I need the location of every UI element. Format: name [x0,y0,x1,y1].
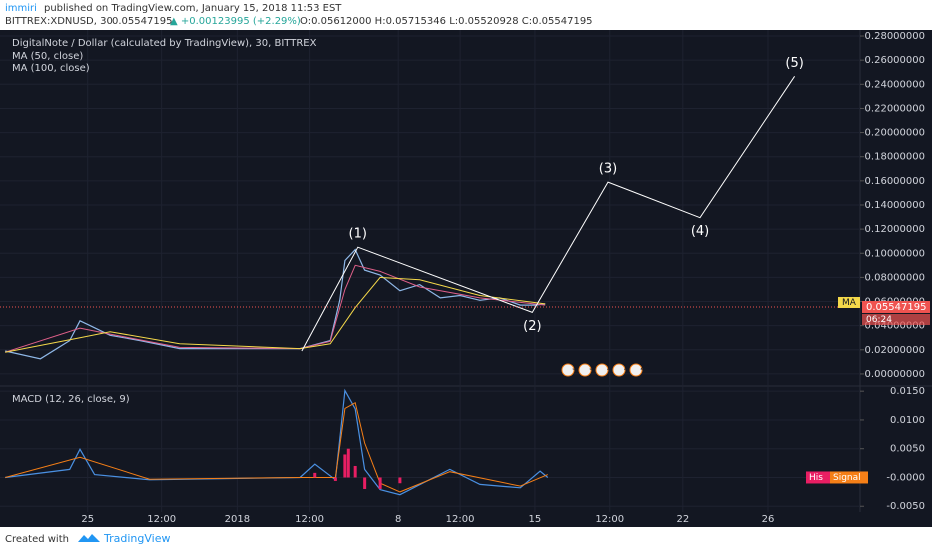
event-badge [595,363,609,377]
price-tag [862,300,930,313]
y-tick-label: 0.08000000 [865,272,925,283]
event-badge [578,363,592,377]
y-tick-label: 0.04000000 [865,321,925,332]
logo [78,534,100,542]
y-tick-label: 0.0100 [890,415,925,426]
event-label[interactable]: 1 [606,363,611,372]
legend-entry: MA (100, close) [12,63,90,74]
wave-label: (1) [349,227,367,242]
y-tick-label: 0.20000000 [865,128,925,139]
footer-brand[interactable]: TradingView [103,532,170,545]
y-tick-label: -0.0050 [886,501,925,512]
wave-label: (2) [523,319,541,334]
y-tick-label: 0.18000000 [865,152,925,163]
y-tick-label: 0.24000000 [865,79,925,90]
series-line [5,388,549,496]
event-badge [612,363,626,377]
x-tick-label: 12:00 [446,514,475,525]
y-tick-label: 0.28000000 [865,31,925,42]
change: ▲ +0.00123995 (+2.29%) [170,16,301,27]
footer-created: Created with [5,534,69,545]
histogram-bar [346,448,350,478]
pane-title: MACD (12, 26, close, 9) [12,394,130,405]
series-line [5,401,548,493]
y-tick-label: -0.0000 [886,472,925,483]
countdown-label: 06:24 [866,315,892,325]
x-tick-label: 12:00 [295,514,324,525]
y-tick-label: 0.22000000 [865,103,925,114]
wave-label: (3) [599,162,617,177]
series-tag [830,471,868,484]
y-tick-label: 0.02000000 [865,345,925,356]
event-label[interactable]: 3 [572,363,577,372]
event-badge [561,363,575,377]
ohlc: O:0.05612000 H:0.05715346 L:0.05520928 C… [300,16,593,27]
x-tick-label: 22 [676,514,689,525]
ma-tag [838,296,860,308]
x-tick-label: 12:00 [147,514,176,525]
symbol: BITTREX:XDNUSD, 30 [5,16,113,27]
author[interactable]: immiri [5,3,37,14]
y-tick-label: 0.16000000 [865,176,925,187]
series-tag [806,471,830,484]
ma-tag-label: MA [842,298,857,308]
series-tag-label: His [809,473,823,483]
x-tick-label: 26 [762,514,775,525]
wave-label: (4) [691,224,709,239]
histogram-bar [363,477,367,489]
histogram-bar [378,477,382,489]
y-tick-label: 0.00000000 [865,369,925,380]
legend-entry: MA (50, close) [12,51,83,62]
y-tick-label: 0.14000000 [865,200,925,211]
y-tick-label: 0.0150 [890,386,925,397]
y-tick-label: 0.0050 [890,444,925,455]
event-badge [629,363,643,377]
histogram-bar [343,454,347,478]
x-tick-label: 15 [529,514,542,525]
event-label[interactable]: 13 [623,363,633,372]
chart-bg [0,30,932,527]
event-label[interactable]: 5 [589,363,594,372]
series-tag-label: Signal [833,473,861,483]
histogram-bar [333,477,337,481]
price-tag-label: 0.05547195 [866,302,926,313]
x-tick-label: 2018 [225,514,250,525]
wave-label: (5) [785,56,803,71]
pane-title: DigitalNote / Dollar (calculated by Trad… [12,38,317,49]
histogram-bar [313,472,317,478]
x-tick-label: 8 [395,514,401,525]
series-line [5,276,546,353]
last: 0.05547195 [112,16,172,27]
y-tick-label: 0.26000000 [865,55,925,66]
countdown-tag [862,313,930,325]
y-tick-label: 0.10000000 [865,248,925,259]
y-tick-label: 0.12000000 [865,224,925,235]
x-tick-label: 25 [81,514,94,525]
x-tick-label: 12:00 [595,514,624,525]
histogram-bar [398,477,402,484]
published: published on TradingView.com, January 15… [44,3,342,14]
series-line [5,248,546,360]
event-label[interactable]: 24 [640,363,650,372]
wave-line [301,76,796,352]
histogram-bar [353,465,357,478]
